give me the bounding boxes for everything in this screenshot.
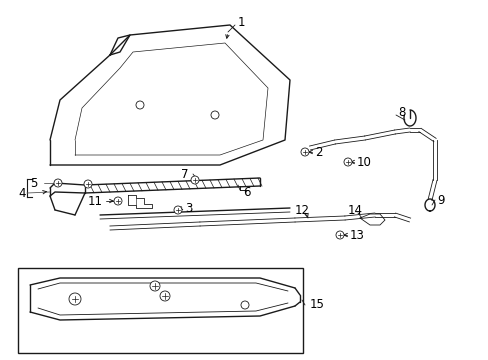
Circle shape — [84, 180, 92, 188]
Circle shape — [335, 231, 343, 239]
Circle shape — [241, 301, 248, 309]
Text: 2: 2 — [314, 145, 322, 158]
Text: 6: 6 — [243, 185, 250, 198]
Text: 1: 1 — [238, 15, 245, 28]
Text: 9: 9 — [436, 194, 444, 207]
Circle shape — [160, 291, 170, 301]
Circle shape — [191, 176, 199, 184]
Circle shape — [54, 179, 62, 187]
Text: 4: 4 — [18, 186, 25, 199]
Bar — [18, 268, 303, 353]
Circle shape — [343, 158, 351, 166]
Text: 3: 3 — [184, 202, 192, 215]
Text: 15: 15 — [309, 298, 324, 311]
Text: 7: 7 — [180, 167, 187, 180]
Text: 14: 14 — [347, 203, 362, 216]
Text: 11: 11 — [88, 194, 103, 207]
Text: 10: 10 — [356, 156, 371, 168]
Circle shape — [136, 101, 143, 109]
Text: 5: 5 — [30, 176, 37, 189]
Text: 12: 12 — [294, 203, 309, 216]
Circle shape — [114, 197, 122, 205]
Text: 13: 13 — [349, 229, 364, 242]
Circle shape — [69, 293, 81, 305]
Circle shape — [210, 111, 219, 119]
Circle shape — [174, 206, 182, 214]
Circle shape — [301, 148, 308, 156]
Text: 8: 8 — [397, 105, 405, 118]
Circle shape — [150, 281, 160, 291]
